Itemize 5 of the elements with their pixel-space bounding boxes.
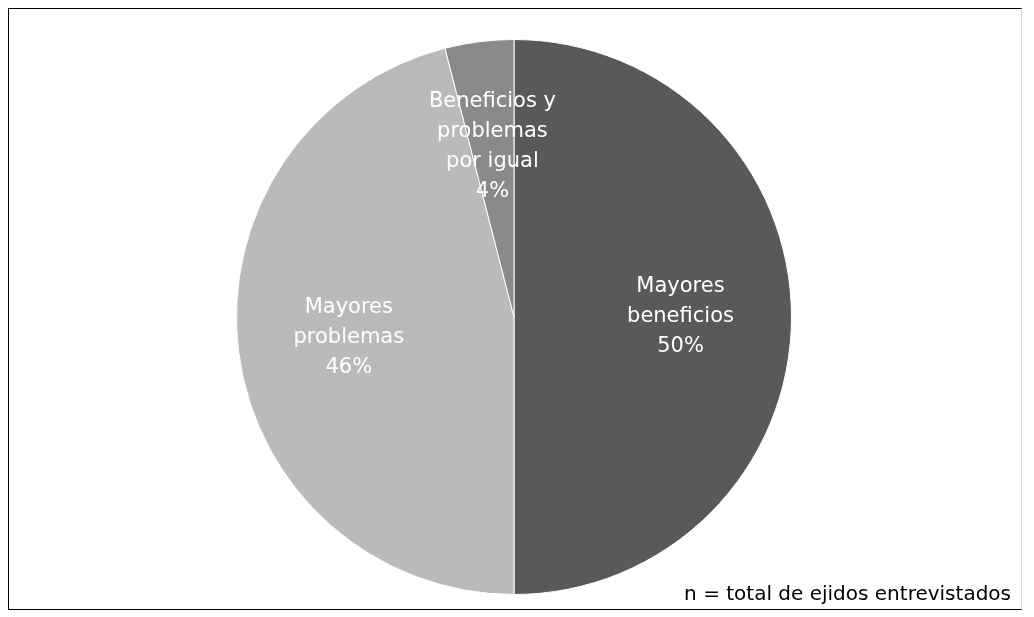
slice-label: Mayores problemas xyxy=(293,294,405,349)
text: n = total de ejidos entrevistados xyxy=(684,581,1011,605)
data-label: 46% xyxy=(325,354,373,379)
data-label: 50% xyxy=(657,333,704,358)
slice-label: Mayores beneficios xyxy=(627,273,734,328)
